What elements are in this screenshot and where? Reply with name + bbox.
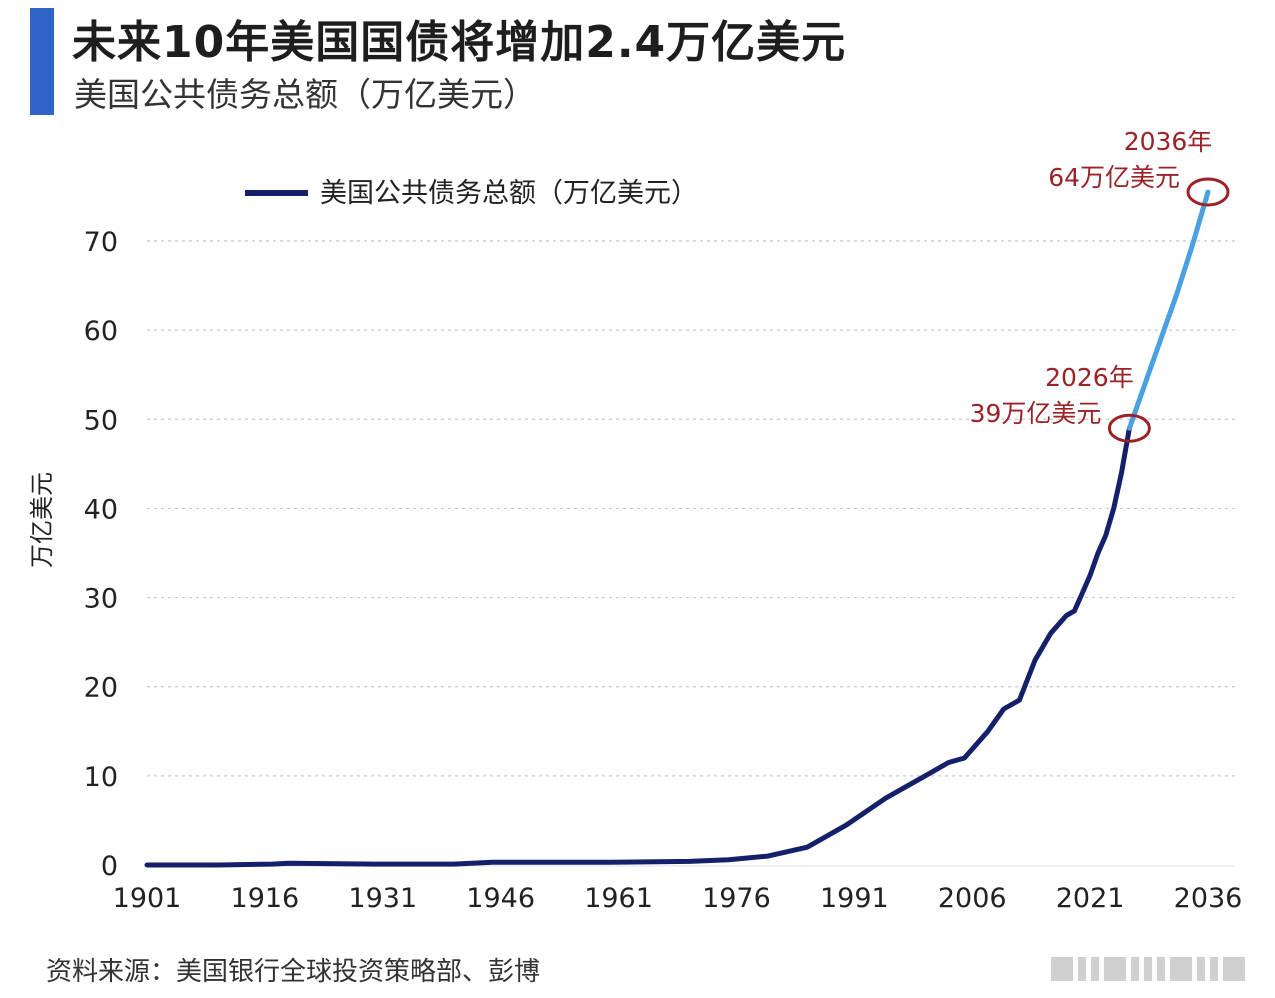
y-tick-label: 40 xyxy=(84,494,118,525)
y-tick-label: 20 xyxy=(84,673,118,704)
page-title: 未来10年美国国债将增加2.4万亿美元 xyxy=(72,17,847,68)
y-tick-label: 70 xyxy=(84,227,118,258)
source-note: 资料来源：美国银行全球投资策略部、彭博 xyxy=(46,957,541,987)
x-tick-label: 2021 xyxy=(1056,883,1125,914)
y-tick-label: 60 xyxy=(84,316,118,347)
annotation-year: 2036年 xyxy=(1124,130,1213,156)
line-chart: 0 10 20 30 40 50 60 70 1901 1916 1931 1946 1961 1976… xyxy=(28,130,1243,914)
legend: 美国公共债务总额（万亿美元） xyxy=(245,178,698,209)
x-tick-label: 1901 xyxy=(113,883,182,914)
y-tick-label: 50 xyxy=(84,405,118,436)
watermark xyxy=(1051,956,1245,982)
x-tick-label: 1931 xyxy=(348,883,417,914)
grid-lines xyxy=(147,240,1235,777)
y-tick-label: 0 xyxy=(101,851,118,882)
y-axis-label: 万亿美元 xyxy=(28,472,56,568)
annotation-year: 2026年 xyxy=(1045,363,1134,392)
x-tick-label: 1961 xyxy=(584,883,653,914)
x-tick-label: 1991 xyxy=(820,883,889,914)
series-lines xyxy=(144,189,1211,868)
x-tick-label: 2036 xyxy=(1174,883,1243,914)
y-axis-ticks: 0 10 20 30 40 50 60 70 xyxy=(84,227,118,882)
annotation-value: 64万亿美元 xyxy=(1048,163,1180,192)
annotation-marker xyxy=(1186,177,1230,207)
series-line-historical xyxy=(144,425,1132,868)
annotation-marker xyxy=(1107,413,1151,443)
y-tick-label: 10 xyxy=(84,762,118,793)
x-axis-ticks: 1901 1916 1931 1946 1961 1976 1991 2006 2021 2036 xyxy=(113,883,1243,914)
legend-label: 美国公共债务总额（万亿美元） xyxy=(320,178,698,209)
annotation-value: 39万亿美元 xyxy=(970,399,1102,428)
x-tick-label: 1976 xyxy=(702,883,771,914)
x-tick-label: 1946 xyxy=(466,883,535,914)
y-tick-label: 30 xyxy=(84,584,118,615)
title-accent-bar xyxy=(30,8,54,115)
series-line-projection xyxy=(1126,189,1211,431)
annotations: 2026年 39万亿美元 2036年 64万亿美元 xyxy=(970,130,1230,443)
x-tick-label: 2006 xyxy=(938,883,1007,914)
page-subtitle: 美国公共债务总额（万亿美元） xyxy=(74,75,536,114)
x-tick-label: 1916 xyxy=(231,883,300,914)
